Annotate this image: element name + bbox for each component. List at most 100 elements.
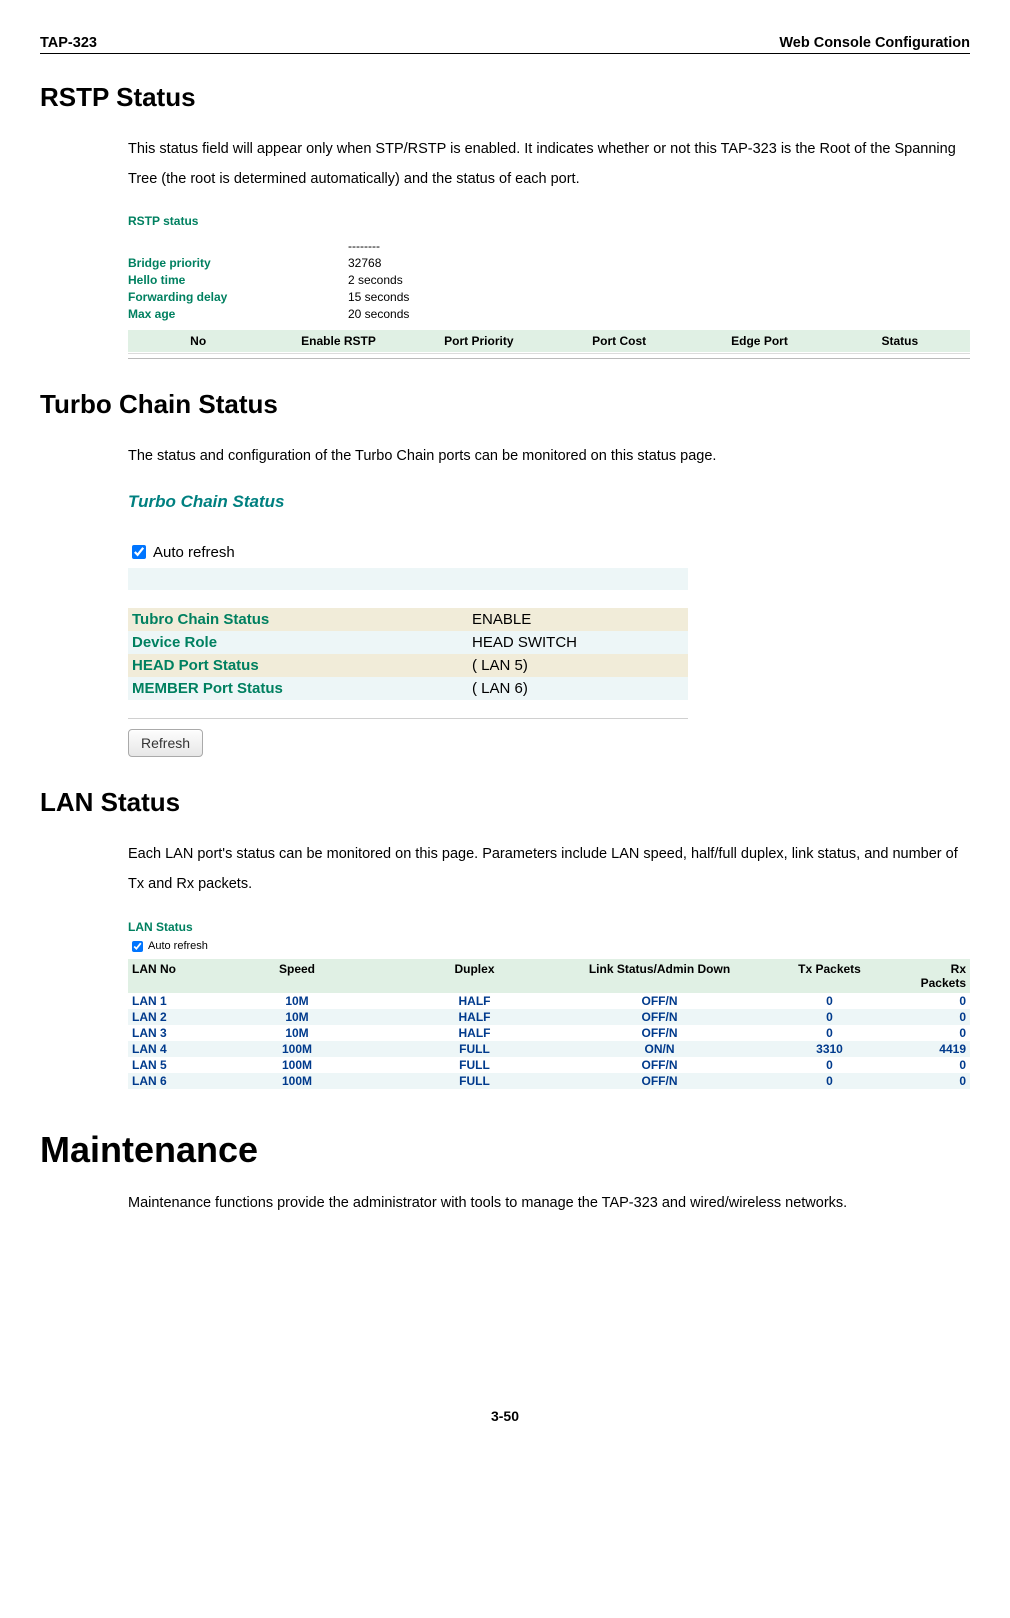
lan-row: LAN 5100MFULLOFF/N00	[128, 1057, 970, 1073]
lan-cell-tx: 0	[752, 1026, 907, 1040]
rstp-col: Port Cost	[549, 334, 689, 348]
lan-cell-link: ON/N	[567, 1042, 752, 1056]
lan-cell-lan: LAN 5	[128, 1058, 212, 1072]
rstp-heading: RSTP Status	[40, 82, 970, 113]
lan-cell-rx: 0	[907, 1074, 970, 1088]
lan-cell-lan: LAN 6	[128, 1074, 212, 1088]
rstp-kv-key: Bridge priority	[128, 255, 348, 272]
rstp-kv-val: 32768	[348, 255, 381, 272]
turbo-shot-title: Turbo Chain Status	[128, 492, 688, 512]
maintenance-heading: Maintenance	[40, 1129, 970, 1171]
rstp-kv-val: 2 seconds	[348, 272, 403, 289]
turbo-row: Tubro Chain StatusENABLE	[128, 608, 688, 631]
turbo-row-val: HEAD SWITCH	[472, 634, 577, 651]
turbo-spacer-bar	[128, 568, 688, 590]
lan-cell-lan: LAN 2	[128, 1010, 212, 1024]
lan-cell-rx: 0	[907, 1010, 970, 1024]
lan-row: LAN 110MHALFOFF/N00	[128, 993, 970, 1009]
lan-cell-speed: 100M	[212, 1074, 382, 1088]
lan-cell-dup: HALF	[382, 994, 567, 1008]
lan-cell-dup: HALF	[382, 1026, 567, 1040]
lan-cell-tx: 0	[752, 1074, 907, 1088]
rstp-col: Port Priority	[409, 334, 549, 348]
rstp-body: This status field will appear only when …	[128, 135, 970, 194]
refresh-button[interactable]: Refresh	[128, 729, 203, 757]
lan-cell-speed: 100M	[212, 1042, 382, 1056]
turbo-auto-refresh[interactable]: Auto refresh	[128, 542, 688, 562]
lan-cell-lan: LAN 3	[128, 1026, 212, 1040]
lan-table-header: LAN No Speed Duplex Link Status/Admin Do…	[128, 959, 970, 993]
rstp-shot-title: RSTP status	[128, 214, 970, 228]
rstp-col: Enable RSTP	[268, 334, 408, 348]
lan-cell-link: OFF/N	[567, 1058, 752, 1072]
lan-cell-tx: 0	[752, 1058, 907, 1072]
rstp-col: Status	[830, 334, 970, 348]
lan-shot-title: LAN Status	[128, 920, 970, 934]
lan-col-tx: Tx Packets	[752, 962, 907, 990]
turbo-auto-label: Auto refresh	[153, 544, 235, 561]
turbo-row: HEAD Port Status( LAN 5)	[128, 654, 688, 677]
lan-col-no: LAN No	[128, 962, 212, 990]
lan-cell-tx: 0	[752, 994, 907, 1008]
lan-row: LAN 6100MFULLOFF/N00	[128, 1073, 970, 1089]
lan-cell-link: OFF/N	[567, 1010, 752, 1024]
lan-col-link: Link Status/Admin Down	[567, 962, 752, 990]
rstp-screenshot: RSTP status -------- Bridge priority3276…	[128, 214, 970, 359]
lan-auto-checkbox[interactable]	[132, 941, 143, 952]
rstp-kv-val: 20 seconds	[348, 306, 409, 323]
rstp-kv-key: Forwarding delay	[128, 289, 348, 306]
lan-row: LAN 210MHALFOFF/N00	[128, 1009, 970, 1025]
lan-cell-dup: FULL	[382, 1074, 567, 1088]
lan-cell-tx: 3310	[752, 1042, 907, 1056]
maintenance-body: Maintenance functions provide the admini…	[128, 1189, 970, 1219]
turbo-body: The status and configuration of the Turb…	[128, 442, 970, 472]
lan-screenshot: LAN Status Auto refresh LAN No Speed Dup…	[128, 920, 970, 1089]
lan-auto-label: Auto refresh	[148, 940, 208, 952]
turbo-row: MEMBER Port Status( LAN 6)	[128, 677, 688, 700]
rstp-col: No	[128, 334, 268, 348]
lan-cell-dup: FULL	[382, 1058, 567, 1072]
rstp-kv-row: Forwarding delay15 seconds	[128, 289, 970, 306]
lan-cell-rx: 4419	[907, 1042, 970, 1056]
lan-col-dup: Duplex	[382, 962, 567, 990]
lan-row: LAN 310MHALFOFF/N00	[128, 1025, 970, 1041]
rstp-table-header: NoEnable RSTPPort PriorityPort CostEdge …	[128, 330, 970, 352]
turbo-row-val: ( LAN 5)	[472, 657, 528, 674]
rstp-kv-row: Bridge priority32768	[128, 255, 970, 272]
turbo-row-val: ( LAN 6)	[472, 680, 528, 697]
header-right: Web Console Configuration	[779, 35, 970, 51]
turbo-row-key: Tubro Chain Status	[128, 611, 472, 628]
lan-body: Each LAN port's status can be monitored …	[128, 840, 970, 899]
lan-cell-lan: LAN 4	[128, 1042, 212, 1056]
lan-row: LAN 4100MFULLON/N33104419	[128, 1041, 970, 1057]
lan-heading: LAN Status	[40, 787, 970, 818]
lan-cell-speed: 100M	[212, 1058, 382, 1072]
lan-auto-refresh[interactable]: Auto refresh	[128, 938, 970, 955]
turbo-row-val: ENABLE	[472, 611, 531, 628]
lan-cell-speed: 10M	[212, 994, 382, 1008]
rstp-col: Edge Port	[689, 334, 829, 348]
lan-cell-link: OFF/N	[567, 994, 752, 1008]
rstp-kv-row: Max age20 seconds	[128, 306, 970, 323]
lan-cell-link: OFF/N	[567, 1074, 752, 1088]
lan-col-rx: Rx Packets	[907, 962, 970, 990]
turbo-screenshot: Turbo Chain Status Auto refresh Tubro Ch…	[128, 492, 970, 757]
lan-col-speed: Speed	[212, 962, 382, 990]
lan-cell-rx: 0	[907, 1058, 970, 1072]
rstp-kv-row: Hello time2 seconds	[128, 272, 970, 289]
turbo-row-key: Device Role	[128, 634, 472, 651]
turbo-row-key: HEAD Port Status	[128, 657, 472, 674]
lan-cell-dup: FULL	[382, 1042, 567, 1056]
lan-cell-dup: HALF	[382, 1010, 567, 1024]
lan-cell-rx: 0	[907, 1026, 970, 1040]
turbo-row-key: MEMBER Port Status	[128, 680, 472, 697]
header-left: TAP-323	[40, 35, 97, 51]
rstp-kv-key: Max age	[128, 306, 348, 323]
turbo-auto-checkbox[interactable]	[132, 545, 146, 559]
lan-cell-tx: 0	[752, 1010, 907, 1024]
lan-cell-rx: 0	[907, 994, 970, 1008]
lan-cell-lan: LAN 1	[128, 994, 212, 1008]
lan-cell-speed: 10M	[212, 1026, 382, 1040]
lan-cell-link: OFF/N	[567, 1026, 752, 1040]
page-header: TAP-323 Web Console Configuration	[40, 35, 970, 54]
